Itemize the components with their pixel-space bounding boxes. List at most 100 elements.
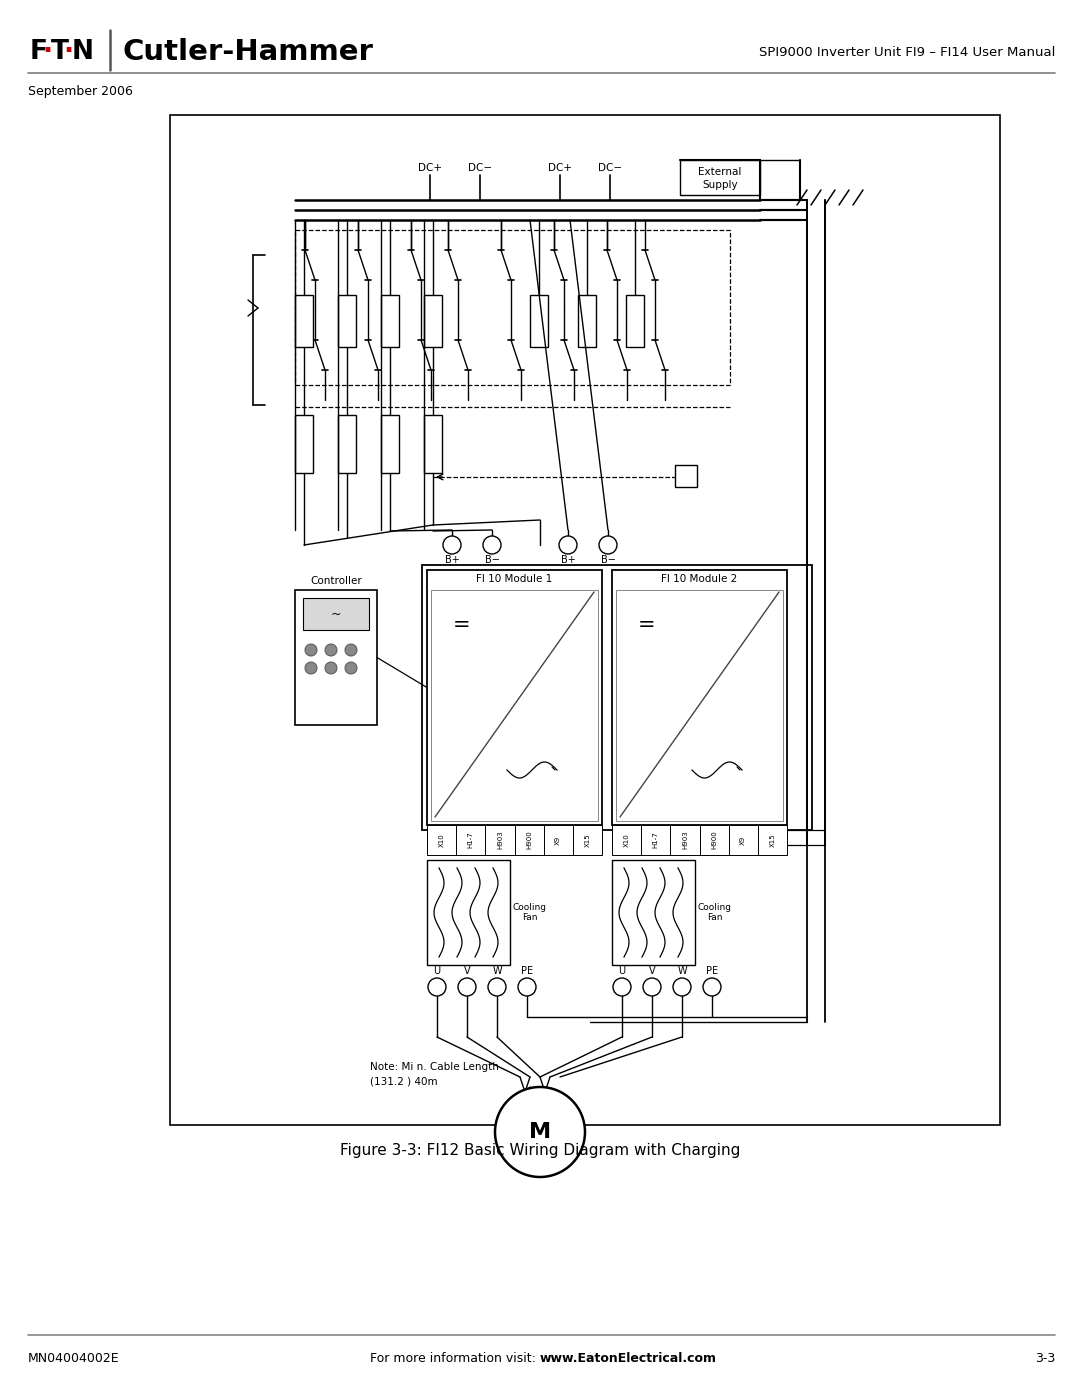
FancyBboxPatch shape (338, 415, 356, 474)
Text: H903: H903 (497, 831, 503, 849)
Text: V: V (463, 965, 470, 977)
Text: PE: PE (706, 965, 718, 977)
FancyBboxPatch shape (626, 295, 644, 346)
FancyBboxPatch shape (427, 570, 602, 826)
FancyBboxPatch shape (572, 826, 602, 855)
Circle shape (488, 978, 507, 996)
Circle shape (345, 644, 357, 657)
FancyBboxPatch shape (616, 590, 783, 821)
Text: MN04004002E: MN04004002E (28, 1351, 120, 1365)
Circle shape (305, 662, 318, 673)
Circle shape (599, 536, 617, 555)
FancyBboxPatch shape (295, 590, 377, 725)
Circle shape (325, 644, 337, 657)
Text: ~: ~ (330, 608, 341, 620)
FancyBboxPatch shape (427, 861, 510, 965)
Text: X15: X15 (584, 833, 591, 847)
Text: DC+: DC+ (418, 163, 442, 173)
Circle shape (643, 978, 661, 996)
FancyBboxPatch shape (578, 295, 596, 346)
Text: B−: B− (485, 555, 499, 564)
Circle shape (703, 978, 721, 996)
Text: W: W (492, 965, 502, 977)
Text: U: U (433, 965, 441, 977)
Text: Supply: Supply (702, 180, 738, 190)
FancyBboxPatch shape (295, 415, 313, 474)
Text: =: = (454, 615, 471, 636)
Text: Controller: Controller (310, 576, 362, 585)
Text: DC−: DC− (598, 163, 622, 173)
FancyBboxPatch shape (381, 415, 399, 474)
FancyBboxPatch shape (530, 295, 548, 346)
Text: X10: X10 (438, 833, 445, 847)
FancyBboxPatch shape (456, 826, 485, 855)
Text: N: N (72, 39, 94, 66)
FancyBboxPatch shape (612, 861, 694, 965)
Text: For more information visit:: For more information visit: (370, 1351, 540, 1365)
Text: =: = (638, 615, 656, 636)
Circle shape (559, 536, 577, 555)
Circle shape (458, 978, 476, 996)
FancyBboxPatch shape (543, 826, 572, 855)
Text: H900: H900 (711, 831, 717, 849)
FancyBboxPatch shape (612, 826, 642, 855)
Circle shape (495, 1087, 585, 1178)
FancyBboxPatch shape (758, 826, 787, 855)
FancyBboxPatch shape (612, 570, 787, 826)
Text: Figure 3-3: FI12 Basic Wiring Diagram with Charging: Figure 3-3: FI12 Basic Wiring Diagram wi… (340, 1143, 740, 1158)
Circle shape (518, 978, 536, 996)
Text: Cutler-Hammer: Cutler-Hammer (123, 38, 374, 66)
Text: X9: X9 (555, 835, 562, 845)
FancyBboxPatch shape (514, 826, 543, 855)
FancyBboxPatch shape (729, 826, 758, 855)
Circle shape (483, 536, 501, 555)
FancyBboxPatch shape (338, 295, 356, 346)
Text: (131.2 ) 40m: (131.2 ) 40m (370, 1076, 437, 1085)
FancyBboxPatch shape (303, 598, 369, 630)
Text: PE: PE (521, 965, 534, 977)
FancyBboxPatch shape (170, 115, 1000, 1125)
Text: H903: H903 (681, 831, 688, 849)
Text: Cooling
Fan: Cooling Fan (513, 902, 546, 922)
Text: F: F (30, 39, 48, 66)
FancyBboxPatch shape (675, 465, 697, 488)
Text: X15: X15 (769, 833, 775, 847)
Text: SPI9000 Inverter Unit FI9 – FI14 User Manual: SPI9000 Inverter Unit FI9 – FI14 User Ma… (758, 46, 1055, 59)
Text: H1-7: H1-7 (652, 831, 659, 848)
FancyBboxPatch shape (381, 295, 399, 346)
Text: DC−: DC− (468, 163, 492, 173)
Circle shape (673, 978, 691, 996)
Circle shape (428, 978, 446, 996)
FancyBboxPatch shape (431, 590, 598, 821)
Circle shape (613, 978, 631, 996)
Text: X10: X10 (623, 833, 630, 847)
FancyBboxPatch shape (485, 826, 514, 855)
Text: B+: B+ (445, 555, 459, 564)
FancyBboxPatch shape (642, 826, 671, 855)
Text: U: U (619, 965, 625, 977)
Text: X9: X9 (740, 835, 746, 845)
Text: H1-7: H1-7 (468, 831, 474, 848)
FancyBboxPatch shape (424, 415, 442, 474)
Text: M: M (529, 1122, 551, 1141)
Text: ·: · (63, 39, 73, 66)
Text: External: External (699, 168, 742, 177)
Text: www.EatonElectrical.com: www.EatonElectrical.com (540, 1351, 717, 1365)
Text: Note: Mi n. Cable Length: Note: Mi n. Cable Length (370, 1062, 499, 1071)
Text: DC+: DC+ (548, 163, 572, 173)
Text: September 2006: September 2006 (28, 85, 133, 99)
Circle shape (305, 644, 318, 657)
FancyBboxPatch shape (424, 295, 442, 346)
Circle shape (345, 662, 357, 673)
Text: W: W (677, 965, 687, 977)
Text: B+: B+ (561, 555, 576, 564)
FancyBboxPatch shape (427, 826, 456, 855)
Text: 3-3: 3-3 (1035, 1351, 1055, 1365)
Text: B−: B− (600, 555, 616, 564)
Text: ·: · (42, 39, 52, 66)
Text: V: V (649, 965, 656, 977)
FancyBboxPatch shape (295, 295, 313, 346)
Circle shape (325, 662, 337, 673)
Text: H900: H900 (526, 831, 532, 849)
FancyBboxPatch shape (671, 826, 700, 855)
